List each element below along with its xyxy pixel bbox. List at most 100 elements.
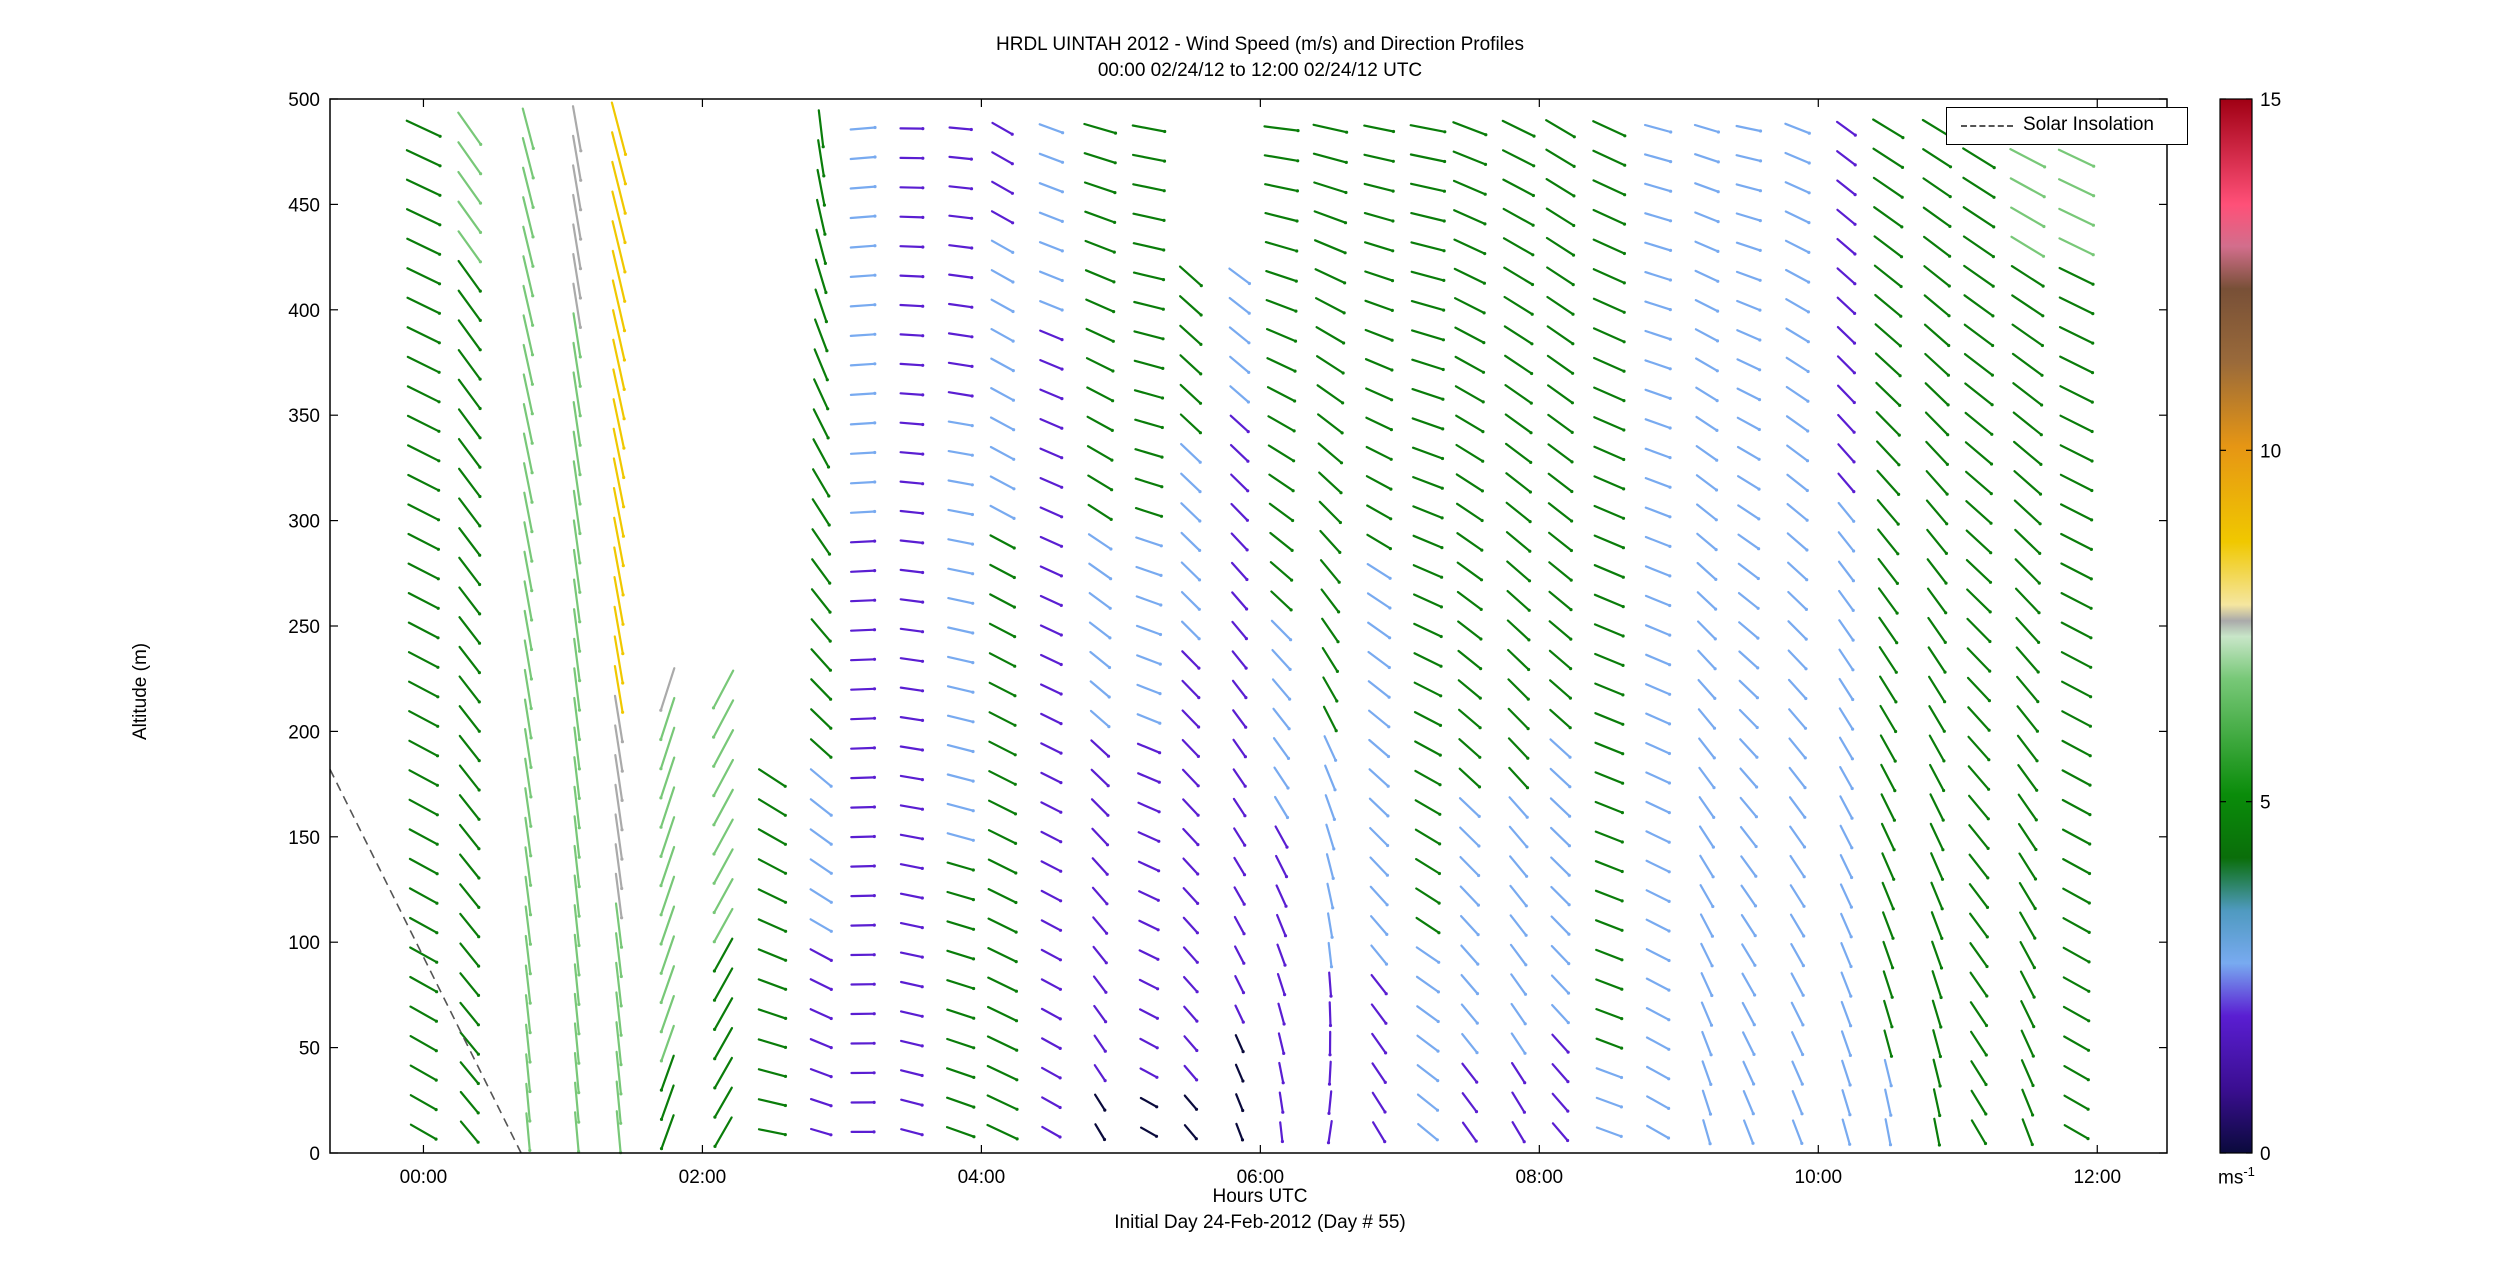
- wind-barb: [850, 746, 876, 750]
- wind-barb: [1789, 884, 1806, 908]
- wind-barb-tail: [1851, 727, 1855, 731]
- wind-barb: [1094, 1123, 1106, 1141]
- wind-barb: [2063, 1124, 2090, 1140]
- wind-barb-tail: [972, 1016, 976, 1020]
- wind-barb-tail: [1246, 489, 1250, 493]
- wind-barb-tail: [476, 1140, 480, 1144]
- wind-barb-tail: [970, 305, 974, 309]
- wind-barb-tail: [479, 142, 483, 146]
- wind-barb-tail: [2034, 818, 2038, 822]
- wind-barb-tail: [1989, 462, 1994, 466]
- wind-barb-tail: [1441, 397, 1445, 401]
- wind-barb: [899, 745, 924, 752]
- wind-barb-tail: [1113, 131, 1118, 135]
- wind-barb-tail: [970, 512, 975, 517]
- wind-barb-tail: [825, 349, 829, 353]
- wind-barb: [1593, 534, 1625, 549]
- wind-barb-tail: [1990, 432, 1994, 436]
- wind-barb: [1697, 708, 1716, 730]
- wind-barb-tail: [828, 639, 832, 643]
- wind-barb-tail: [1667, 1106, 1671, 1110]
- wind-barb-tail: [1344, 160, 1348, 164]
- y-tick-label: 100: [288, 933, 320, 954]
- wind-barb-tail: [872, 716, 877, 720]
- wind-barb-tail: [1161, 366, 1165, 370]
- wind-barb: [459, 853, 480, 880]
- wind-barb-tail: [659, 767, 663, 771]
- wind-barb: [1363, 212, 1395, 223]
- wind-barb-tail: [1012, 605, 1017, 609]
- wind-barb: [1644, 535, 1672, 548]
- wind-barb: [1873, 206, 1903, 228]
- wind-barb-tail: [1293, 339, 1298, 343]
- wind-barb-tail: [969, 157, 974, 161]
- wind-barb-tail: [1241, 1079, 1245, 1083]
- wind-barb-tail: [1442, 308, 1446, 312]
- wind-barb: [1412, 476, 1444, 490]
- wind-barb-tail: [783, 871, 788, 875]
- wind-barb-tail: [1295, 189, 1299, 193]
- wind-barb-tail: [2040, 373, 2044, 377]
- wind-barb: [2058, 296, 2094, 315]
- wind-barb: [899, 539, 924, 545]
- wind-barb: [1459, 885, 1480, 907]
- wind-barb: [1929, 822, 1945, 851]
- wind-barb: [811, 558, 831, 585]
- wind-barb: [1267, 444, 1295, 462]
- wind-barb: [1547, 413, 1574, 434]
- wind-barb: [809, 978, 833, 991]
- wind-barb-tail: [478, 494, 482, 499]
- wind-barb: [405, 149, 442, 167]
- wind-barb: [1645, 653, 1671, 666]
- wind-barb: [613, 605, 624, 655]
- wind-barb: [1277, 1002, 1286, 1026]
- wind-barb: [1784, 122, 1811, 135]
- wind-barb: [757, 768, 787, 788]
- wind-barb-tail: [1714, 577, 1718, 582]
- wind-barb-tail: [1475, 1080, 1479, 1084]
- wind-barb-tail: [578, 384, 582, 388]
- wind-barb-tail: [478, 582, 482, 587]
- wind-barb: [1840, 942, 1853, 968]
- wind-barb-tail: [2036, 670, 2040, 674]
- wind-barb-tail: [477, 905, 481, 910]
- wind-barb: [1139, 1067, 1159, 1079]
- wind-barb: [1321, 646, 1339, 673]
- wind-barb: [573, 904, 581, 947]
- wind-barb-tail: [437, 311, 441, 315]
- wind-barb-tail: [1113, 191, 1117, 195]
- wind-barb-tail: [1342, 311, 1346, 315]
- wind-barb: [1927, 616, 1947, 644]
- wind-barb-tail: [829, 1133, 833, 1137]
- wind-barb-tail: [1941, 818, 1945, 822]
- wind-barb-tail: [1990, 373, 1994, 377]
- wind-barb: [572, 608, 581, 653]
- wind-barb-tail: [1899, 314, 1903, 318]
- wind-barb-tail: [622, 505, 626, 509]
- wind-barb: [1742, 1119, 1755, 1145]
- wind-barb: [713, 907, 734, 943]
- wind-barb: [1784, 151, 1811, 165]
- wind-barb-tail: [1440, 456, 1445, 461]
- wind-barb-tail: [1241, 1108, 1245, 1113]
- wind-barb-tail: [971, 661, 975, 665]
- wind-barb-tail: [435, 842, 439, 846]
- wind-barb: [1083, 181, 1117, 194]
- wind-barb: [1137, 860, 1160, 872]
- wind-barb: [523, 727, 533, 769]
- wind-barb: [809, 858, 833, 875]
- wind-barb-tail: [970, 424, 974, 428]
- wind-barb: [1741, 1001, 1756, 1026]
- wind-barb-tail: [659, 708, 663, 712]
- wind-barb-tail: [2091, 253, 2095, 257]
- wind-barb-tail: [1850, 875, 1854, 880]
- wind-barb: [809, 1008, 833, 1020]
- wind-barb-tail: [1012, 516, 1016, 521]
- wind-barb-tail: [2090, 400, 2094, 404]
- wind-barb: [899, 509, 924, 515]
- wind-barb-tail: [1247, 370, 1251, 374]
- wind-barb-tail: [1805, 459, 1810, 463]
- wind-barb: [1364, 328, 1394, 342]
- wind-barb: [990, 328, 1015, 343]
